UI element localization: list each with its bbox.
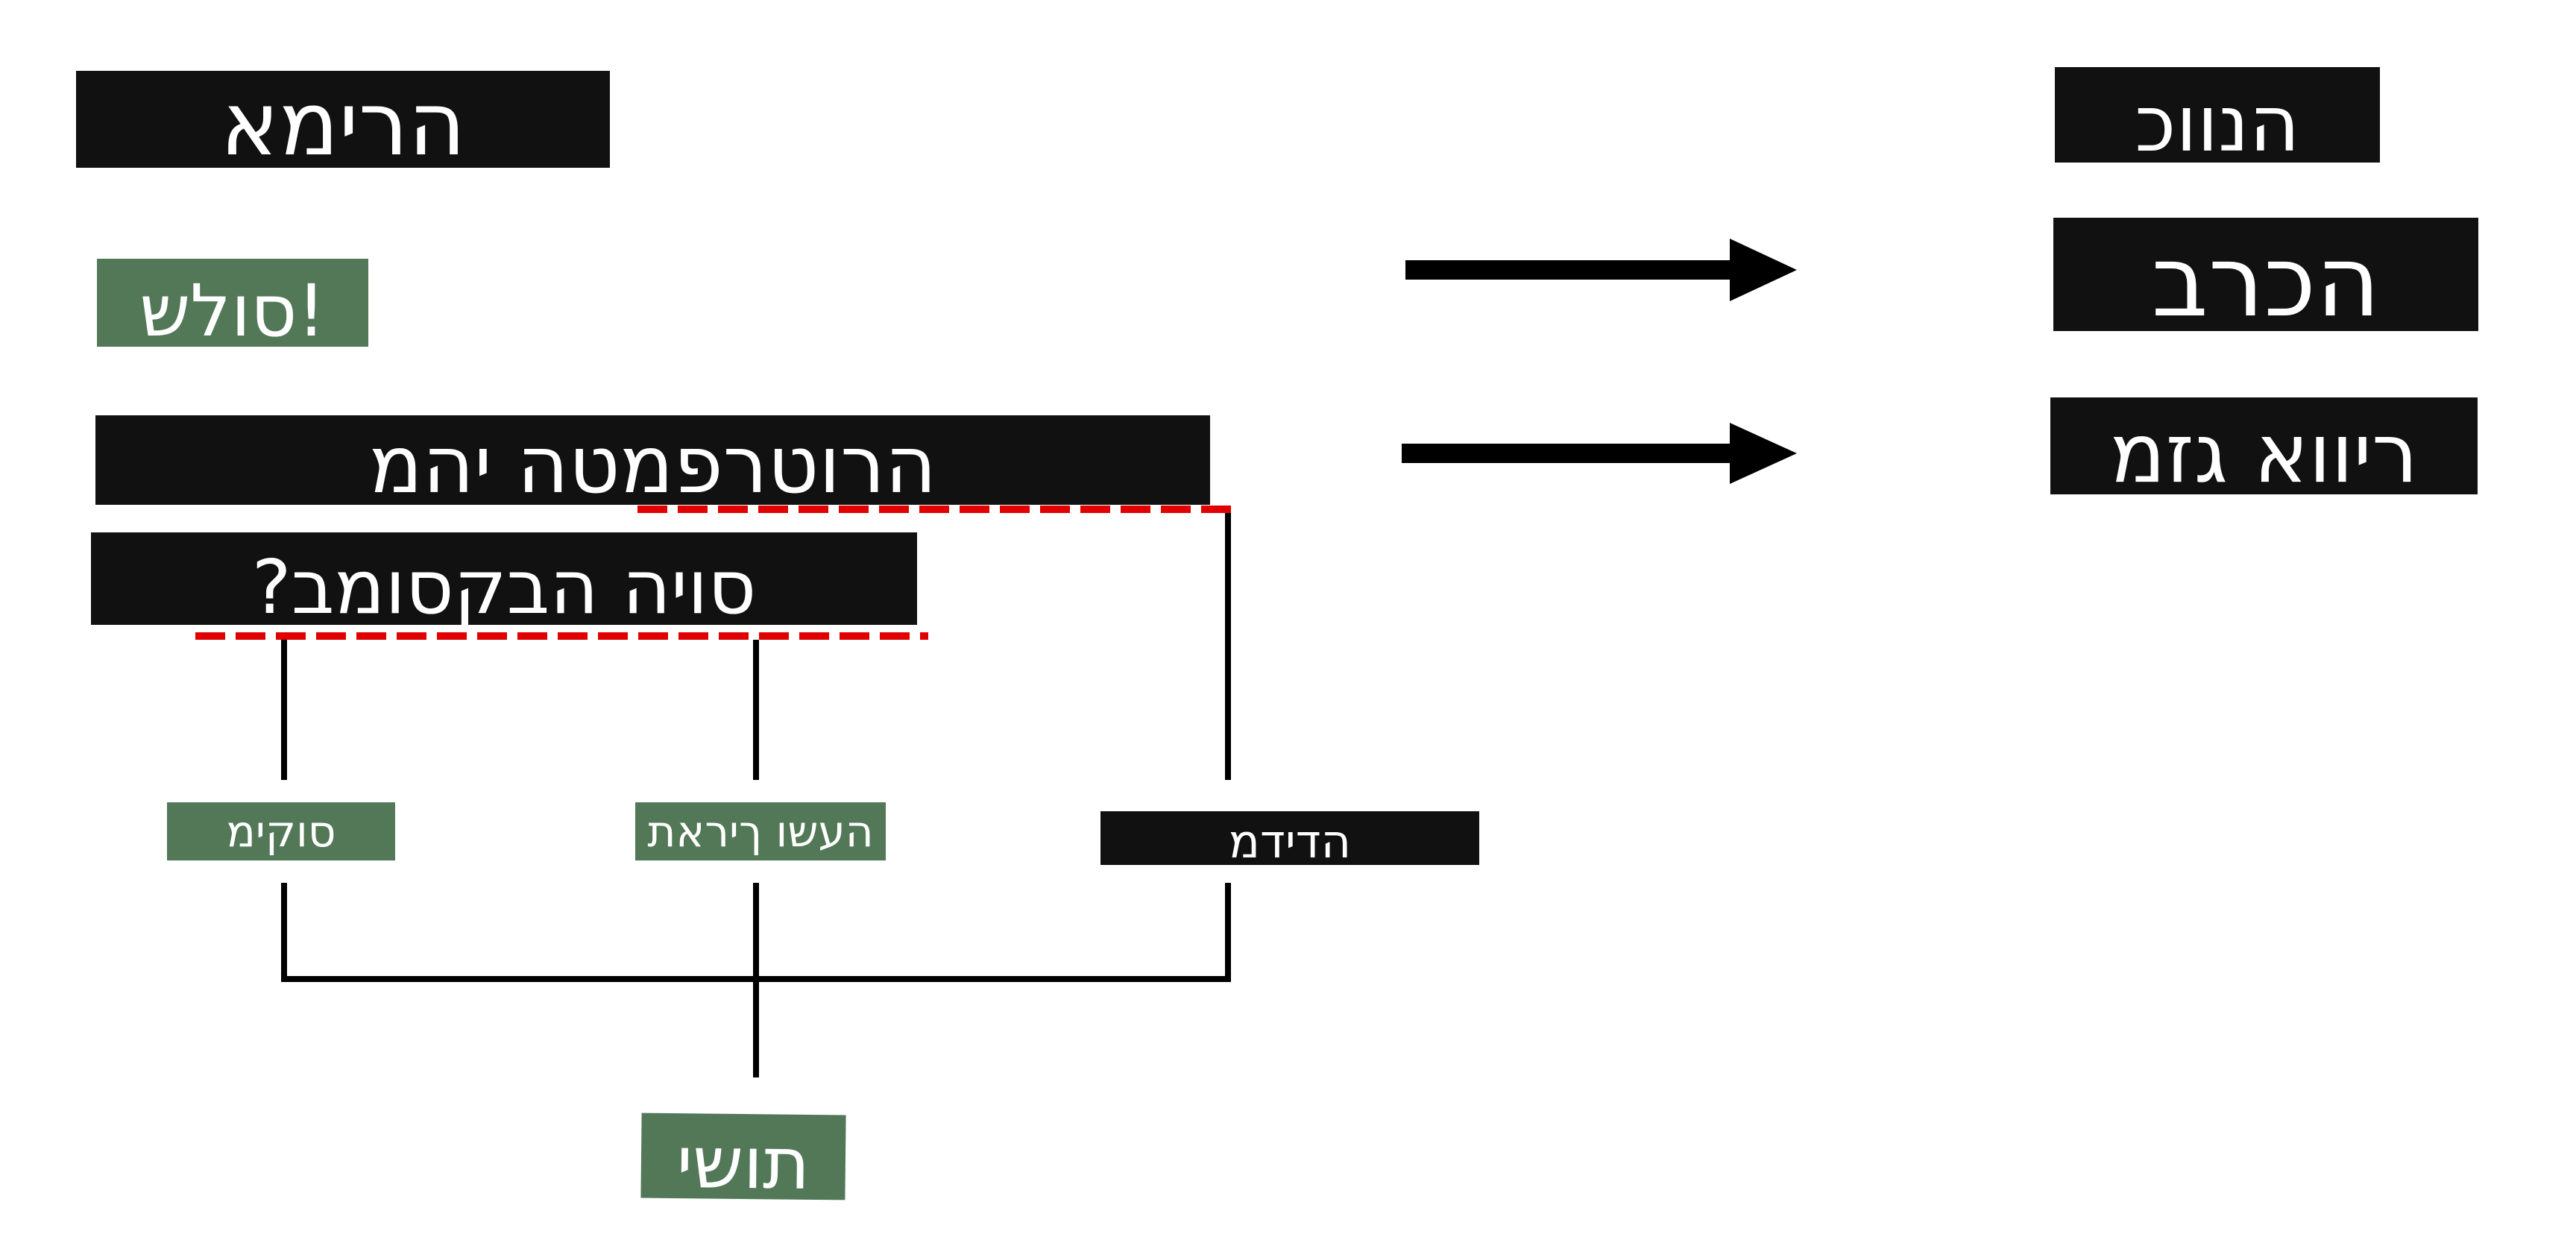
tree-connectors	[281, 513, 1231, 1077]
option-box-3: הדידמ	[1100, 811, 1479, 865]
option-box-1: סוקימ	[167, 802, 395, 860]
right-item-1: הנווכ	[2055, 67, 2380, 163]
greeting-label: סולש!	[97, 259, 368, 347]
diagram-title: הרימא	[76, 71, 610, 168]
result-label: תושי	[640, 1112, 846, 1200]
arrow-to-blessing	[1405, 239, 1797, 301]
right-item-2: הכרב	[2053, 218, 2478, 331]
question-label-2: ?סויה הבקסומב	[91, 532, 917, 625]
right-item-3: ריווא גזמ	[2050, 397, 2478, 494]
question-label-1: הרוטרפמטה יהמ	[95, 415, 1210, 505]
arrow-to-weather	[1402, 423, 1797, 484]
option-box-2: העשו ךיראת	[635, 802, 886, 860]
